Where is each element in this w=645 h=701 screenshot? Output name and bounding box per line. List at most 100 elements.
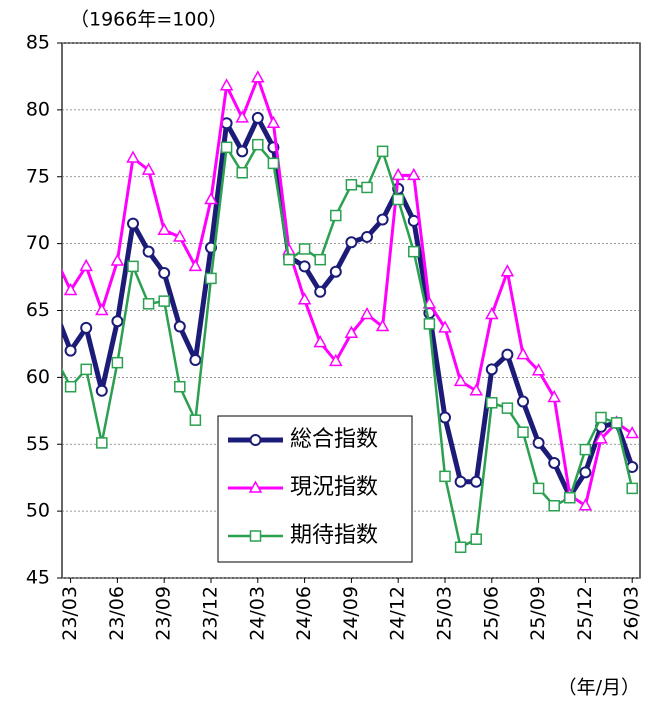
marker — [174, 380, 186, 393]
x-tick-label: 23/12 — [200, 586, 222, 641]
marker — [297, 292, 312, 305]
marker — [625, 425, 639, 439]
marker — [345, 236, 358, 249]
marker — [158, 267, 171, 280]
marker — [578, 498, 593, 511]
marker — [204, 191, 218, 205]
marker — [313, 335, 327, 348]
marker — [408, 245, 420, 258]
y-tick-label: 85 — [26, 32, 50, 54]
marker — [610, 417, 623, 429]
y-tick-label: 55 — [26, 433, 50, 455]
y-tick-label: 75 — [26, 165, 50, 187]
marker — [391, 167, 405, 181]
marker — [548, 500, 560, 512]
y-tick-label: 80 — [26, 98, 50, 120]
x-tick-label: 24/03 — [246, 586, 268, 641]
marker — [50, 352, 60, 362]
x-tick-label: 25/03 — [434, 586, 456, 641]
marker — [361, 181, 373, 194]
marker — [251, 111, 264, 124]
marker — [454, 475, 467, 488]
marker — [344, 325, 359, 338]
marker — [579, 443, 592, 456]
x-axis-label: （年/月） — [558, 677, 640, 699]
marker — [64, 380, 77, 393]
marker — [111, 315, 124, 328]
marker — [438, 320, 452, 333]
y-tick-label: 50 — [26, 500, 50, 522]
marker — [532, 436, 545, 449]
marker — [439, 470, 451, 483]
marker — [470, 475, 483, 488]
marker — [235, 110, 249, 123]
marker — [547, 389, 561, 403]
marker — [314, 253, 326, 266]
marker — [252, 138, 264, 151]
marker — [423, 318, 436, 330]
marker — [470, 533, 482, 545]
marker — [189, 414, 202, 426]
marker — [564, 492, 576, 504]
marker — [110, 253, 125, 266]
marker — [95, 384, 108, 397]
series-group — [50, 70, 639, 553]
marker — [517, 395, 529, 408]
marker — [173, 229, 187, 242]
marker — [516, 347, 530, 360]
x-tick-label: 25/06 — [480, 586, 502, 641]
marker — [127, 217, 139, 230]
marker — [298, 260, 311, 273]
chart-title: （1966年=100） — [70, 9, 228, 31]
marker — [532, 482, 545, 495]
marker — [249, 530, 262, 542]
x-tick-label: 24/12 — [387, 586, 409, 641]
marker — [517, 426, 529, 438]
x-tick-label: 25/12 — [574, 586, 596, 641]
marker — [188, 258, 203, 272]
marker — [63, 282, 78, 296]
marker — [283, 253, 295, 266]
marker — [485, 363, 498, 376]
marker — [173, 320, 186, 333]
marker — [486, 397, 498, 409]
marker — [111, 356, 124, 369]
marker — [548, 456, 561, 469]
marker — [439, 411, 451, 424]
legend-label: 総合指数 — [290, 427, 378, 452]
marker — [205, 272, 217, 285]
marker — [360, 306, 374, 320]
marker — [80, 363, 92, 376]
marker — [236, 145, 249, 158]
marker — [314, 285, 327, 298]
marker — [329, 265, 342, 278]
y-tick-label: 45 — [26, 567, 50, 589]
x-tick-label: 23/09 — [153, 586, 175, 641]
marker — [64, 344, 77, 357]
marker — [141, 162, 156, 175]
marker — [485, 306, 499, 320]
marker — [501, 348, 514, 361]
legend-label: 現況指数 — [290, 475, 378, 500]
x-tick-label: 23/03 — [59, 586, 81, 641]
x-tick-label: 24/06 — [293, 586, 315, 641]
marker — [454, 541, 467, 553]
marker — [500, 264, 515, 277]
marker — [531, 363, 546, 376]
marker — [407, 214, 420, 227]
marker — [407, 167, 421, 181]
marker — [376, 213, 389, 226]
x-tick-label: 24/09 — [340, 586, 362, 641]
marker — [251, 70, 265, 83]
marker — [96, 437, 108, 449]
marker — [453, 373, 468, 387]
y-tick-label: 65 — [26, 299, 50, 321]
marker — [579, 466, 592, 479]
marker — [267, 157, 280, 170]
marker — [158, 295, 170, 307]
marker — [469, 383, 483, 396]
marker — [266, 115, 281, 128]
marker — [142, 298, 155, 310]
marker — [189, 353, 202, 366]
